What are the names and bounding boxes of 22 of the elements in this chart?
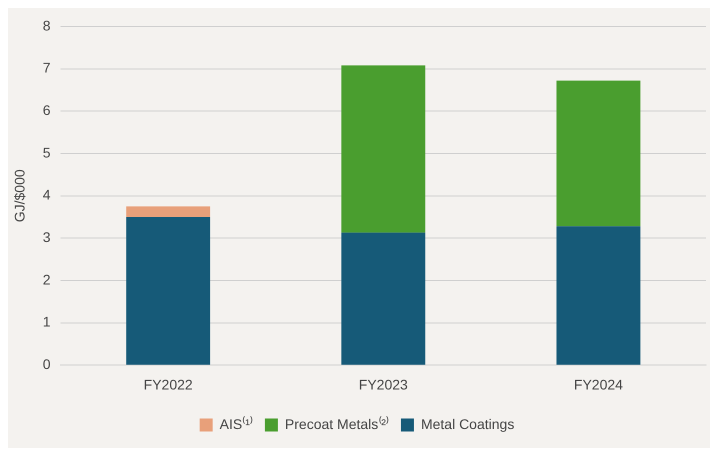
- x-tick-label: FY2024: [574, 376, 624, 392]
- y-axis-title: GJ/$000: [11, 169, 28, 222]
- legend-label: Metal Coatings: [420, 416, 514, 432]
- y-tick-label: 5: [42, 144, 51, 160]
- x-tick-label: FY2022: [144, 376, 193, 392]
- y-tick-label: 7: [42, 60, 51, 76]
- y-tick-label: 8: [42, 17, 51, 34]
- y-tick-label: 1: [42, 314, 51, 330]
- y-tick-label: 3: [42, 229, 51, 246]
- bar: [341, 65, 426, 233]
- bar: [126, 206, 210, 217]
- y-tick-label: 2: [42, 271, 51, 288]
- y-tick-label: 4: [42, 186, 51, 203]
- bar: [341, 232, 426, 365]
- legend-label: AIS⁽¹⁾: [220, 416, 253, 432]
- legend-label: Precoat Metals⁽²⁾: [284, 416, 389, 432]
- bar: [556, 226, 640, 365]
- bar: [556, 80, 640, 226]
- bar: [126, 216, 210, 365]
- y-tick-label: 6: [42, 102, 51, 118]
- y-tick-label: 0: [42, 356, 51, 372]
- x-tick-label: FY2023: [358, 376, 408, 392]
